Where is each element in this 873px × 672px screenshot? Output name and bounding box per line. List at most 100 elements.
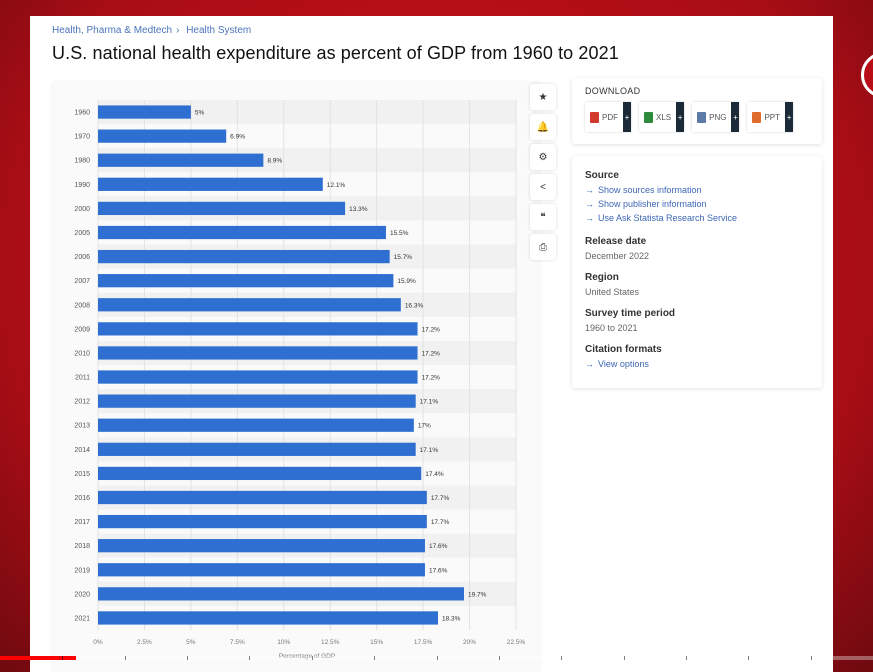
bar[interactable] — [98, 490, 427, 505]
share-icon[interactable]: < — [530, 174, 556, 200]
bar[interactable] — [98, 394, 416, 408]
bar[interactable] — [98, 177, 323, 191]
chapter-marker — [62, 656, 64, 660]
bar[interactable] — [98, 514, 427, 529]
y-tick-label: 2015 — [74, 471, 90, 478]
x-tick-label: 22.5% — [507, 639, 526, 646]
bar[interactable] — [98, 249, 390, 264]
source-heading: Source — [585, 170, 619, 181]
research-service-link[interactable]: → Use Ask Statista Research Service — [585, 213, 738, 223]
y-tick-label: 1970 — [74, 134, 90, 141]
chapter-marker — [187, 656, 189, 660]
chart-toolbar: ★ 🔔 ⚙ < ❝ ⎙ — [530, 84, 558, 264]
download-title: DOWNLOAD — [585, 86, 641, 96]
data-label: 17% — [418, 423, 431, 430]
bar[interactable] — [98, 153, 264, 167]
arrow-icon: → — [585, 359, 594, 369]
download-png-button[interactable]: PNG + — [692, 102, 740, 132]
chapter-marker — [374, 656, 376, 660]
bar[interactable] — [98, 225, 386, 240]
y-tick-label: 2007 — [74, 278, 90, 285]
star-icon[interactable]: ★ — [530, 84, 556, 110]
y-tick-label: 2014 — [74, 447, 90, 454]
chapter-marker — [623, 656, 625, 660]
print-icon[interactable]: ⎙ — [530, 234, 556, 260]
chapter-marker — [124, 656, 126, 660]
bar[interactable] — [98, 322, 418, 336]
bar[interactable] — [98, 442, 416, 456]
plus-icon[interactable]: + — [731, 102, 740, 132]
show-publisher-link[interactable]: → Show publisher information — [585, 199, 707, 209]
plus-icon[interactable]: + — [623, 102, 631, 132]
data-label: 16.3% — [405, 302, 424, 309]
y-tick-label: 1980 — [74, 158, 90, 165]
bar[interactable] — [98, 539, 425, 553]
data-label: 8.9% — [267, 158, 282, 165]
arrow-icon: → — [585, 185, 594, 195]
download-label: PPT — [764, 112, 781, 122]
bar[interactable] — [98, 274, 394, 288]
view-options-link[interactable]: → View options — [585, 359, 649, 369]
chapter-marker — [436, 656, 438, 660]
chapter-marker — [810, 656, 812, 660]
bell-icon[interactable]: 🔔 — [530, 114, 556, 140]
bar-chart: 0% 2.5% 5% 7.5% 10% 12.5% 15% 17.5% 20% 22.5% Perc… — [74, 100, 526, 660]
data-label: 15.7% — [394, 254, 413, 261]
citation-heading: Citation formats — [585, 344, 662, 355]
bar[interactable] — [98, 105, 191, 119]
release-date-value: December 2022 — [585, 251, 650, 261]
bar[interactable] — [98, 201, 346, 216]
video-progress-bar[interactable] — [0, 656, 873, 660]
data-label: 15.5% — [390, 230, 409, 237]
x-tick-label: 17.5% — [414, 639, 433, 646]
region-heading: Region — [585, 272, 619, 283]
bar[interactable] — [98, 418, 414, 432]
arrow-icon: → — [585, 199, 594, 209]
bar[interactable] — [98, 370, 418, 384]
breadcrumb-link[interactable]: Health System — [186, 25, 252, 36]
data-label: 13.3% — [349, 206, 368, 213]
data-label: 17.2% — [422, 350, 441, 357]
arrow-icon: → — [585, 213, 594, 223]
y-tick-label: 2021 — [74, 615, 90, 622]
x-tick-label: 2.5% — [137, 639, 152, 646]
gear-icon[interactable]: ⚙ — [530, 144, 556, 170]
bar[interactable] — [98, 346, 418, 360]
download-buttons: PDF + XLS + PNG + PPT + — [585, 102, 794, 132]
data-label: 17.2% — [422, 326, 441, 333]
y-tick-label: 2011 — [75, 375, 90, 382]
bar[interactable] — [98, 466, 422, 481]
download-panel: DOWNLOAD PDF + XLS + PNG + PPT + — [572, 78, 822, 144]
quote-icon[interactable]: ❝ — [530, 204, 556, 230]
bar[interactable] — [98, 298, 401, 312]
y-tick-label: 2000 — [74, 206, 90, 213]
bar[interactable] — [98, 611, 438, 625]
y-tick-label: 2017 — [74, 519, 90, 526]
data-label: 17.4% — [425, 471, 444, 478]
x-tick-label: 7.5% — [230, 639, 245, 646]
plus-icon[interactable]: + — [785, 102, 794, 132]
download-pdf-button[interactable]: PDF + — [585, 102, 631, 132]
y-tick-label: 2018 — [74, 543, 90, 550]
video-progress-fill — [0, 656, 76, 660]
bar[interactable] — [98, 129, 227, 143]
y-tick-label: 2020 — [74, 591, 90, 598]
bar[interactable] — [98, 563, 425, 577]
survey-period-value: 1960 to 2021 — [585, 323, 638, 333]
show-sources-link[interactable]: → Show sources information — [585, 185, 702, 195]
y-tick-label: 2013 — [74, 423, 90, 430]
data-label: 12.1% — [327, 182, 346, 189]
download-label: XLS — [656, 112, 672, 122]
bar[interactable] — [98, 587, 464, 601]
pdf-file-icon — [590, 111, 599, 123]
data-label: 6.9% — [230, 134, 245, 141]
plus-icon[interactable]: + — [676, 102, 685, 132]
download-xls-button[interactable]: XLS + — [639, 102, 685, 132]
region-value: United States — [585, 287, 640, 297]
x-tick-label: 10% — [277, 639, 290, 646]
y-tick-label: 2005 — [74, 230, 90, 237]
data-label: 19.7% — [468, 591, 487, 598]
download-ppt-button[interactable]: PPT + — [747, 102, 794, 132]
breadcrumb-link[interactable]: Health, Pharma & Medtech — [52, 25, 173, 36]
y-tick-label: 1960 — [74, 110, 90, 117]
